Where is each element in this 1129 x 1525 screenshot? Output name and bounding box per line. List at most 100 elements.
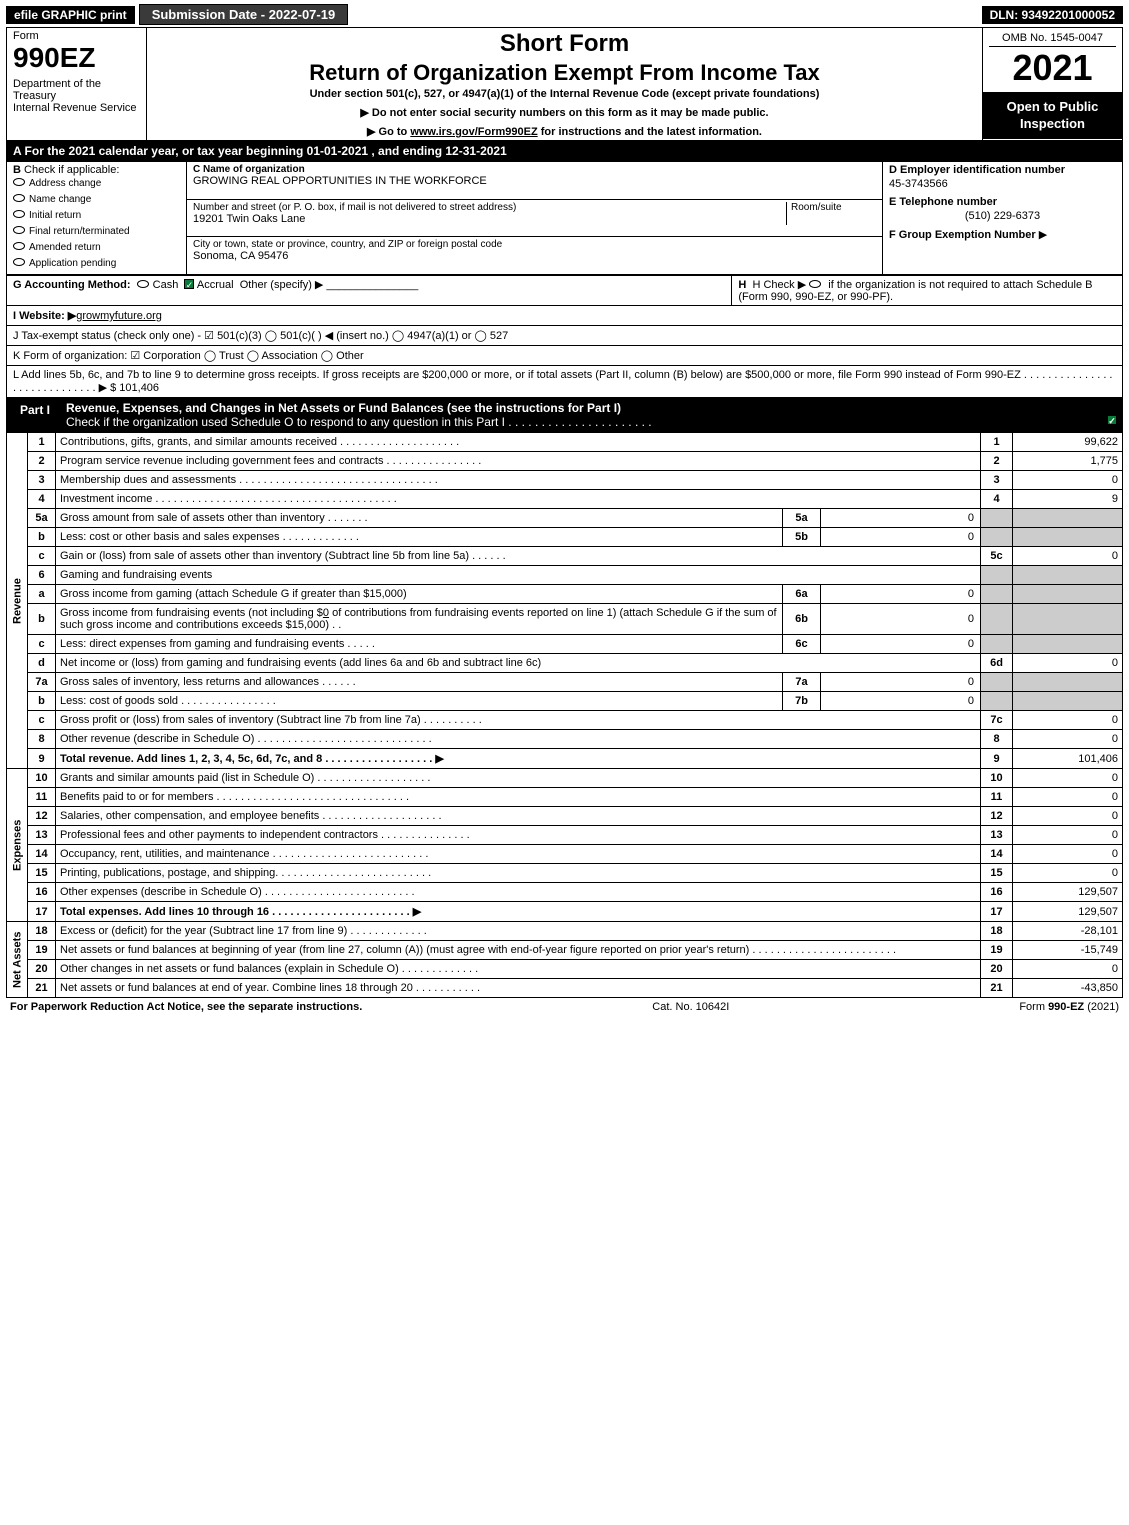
line-3-amt: 0 — [1013, 471, 1123, 490]
expenses-rot: Expenses — [7, 769, 28, 922]
line-5c-desc: Gain or (loss) from sale of assets other… — [56, 547, 981, 566]
line-7c-desc: Gross profit or (loss) from sales of inv… — [56, 711, 981, 730]
phone: (510) 229-6373 — [889, 210, 1116, 222]
org-name: GROWING REAL OPPORTUNITIES IN THE WORKFO… — [193, 175, 876, 187]
form-cell: Form 990EZ Department of the Treasury In… — [7, 28, 147, 141]
line-16-desc: Other expenses (describe in Schedule O) … — [56, 883, 981, 902]
b-opt-0[interactable]: Address change — [13, 176, 180, 192]
oval-icon — [13, 258, 25, 266]
line-14-desc: Occupancy, rent, utilities, and maintena… — [56, 845, 981, 864]
line-8-desc: Other revenue (describe in Schedule O) .… — [56, 730, 981, 749]
checkbox-checked-icon[interactable]: ✓ — [184, 279, 194, 289]
org-street-cell: Number and street (or P. O. box, if mail… — [187, 199, 883, 237]
line-6d-amt: 0 — [1013, 654, 1123, 673]
org-street: 19201 Twin Oaks Lane — [193, 213, 786, 225]
line-5b-desc: Less: cost or other basis and sales expe… — [56, 528, 783, 547]
instr2: ▶ Go to www.irs.gov/Form990EZ for instru… — [153, 125, 976, 138]
short-form: Short Form — [153, 30, 976, 58]
line-2-amt: 1,775 — [1013, 452, 1123, 471]
b-label: B — [13, 164, 21, 176]
line-19-amt: -15,749 — [1013, 941, 1123, 960]
open-to-cell: Open to Public Inspection — [983, 93, 1123, 141]
b-opt-1[interactable]: Name change — [13, 192, 180, 208]
part1-label: Part I — [12, 401, 58, 429]
line-8-amt: 0 — [1013, 730, 1123, 749]
section-g: G Accounting Method: Cash ✓ Accrual Othe… — [7, 276, 732, 306]
website-link[interactable]: growmyfuture.org — [76, 310, 162, 322]
return-title: Return of Organization Exempt From Incom… — [153, 60, 976, 86]
b-opt-4[interactable]: Amended return — [13, 240, 180, 256]
line-17-amt: 129,507 — [1013, 902, 1123, 922]
line-7b-desc: Less: cost of goods sold . . . . . . . .… — [56, 692, 783, 711]
l-amount: 101,406 — [119, 382, 159, 394]
b-opt-5[interactable]: Application pending — [13, 256, 180, 272]
line-2-desc: Program service revenue including govern… — [56, 452, 981, 471]
omb: OMB No. 1545-0047 — [989, 30, 1116, 47]
line-1-amt: 99,622 — [1013, 433, 1123, 452]
oval-icon — [13, 226, 25, 234]
g-other: Other (specify) ▶ — [240, 279, 324, 291]
line-13-desc: Professional fees and other payments to … — [56, 826, 981, 845]
top-bar-left: efile GRAPHIC print Submission Date - 20… — [6, 4, 348, 25]
line-7c-amt: 0 — [1013, 711, 1123, 730]
tax-year: 2021 — [989, 47, 1116, 89]
instr2-pre: ▶ Go to — [367, 126, 410, 138]
g-accrual: Accrual — [197, 279, 234, 291]
top-bar: efile GRAPHIC print Submission Date - 20… — [6, 4, 1123, 25]
line-20-desc: Other changes in net assets or fund bala… — [56, 960, 981, 979]
ein: 45-3743566 — [889, 178, 1116, 190]
part1-header: Part I Revenue, Expenses, and Changes in… — [6, 398, 1123, 432]
org-name-cell: C Name of organization GROWING REAL OPPO… — [187, 162, 883, 200]
line-6b-amt: 0 — [821, 604, 981, 635]
i-pre: I Website: ▶ — [13, 310, 76, 322]
footer-right: Form 990-EZ (2021) — [1019, 1001, 1119, 1013]
open-to-public: Open to Public Inspection — [983, 93, 1122, 139]
form-label: Form — [13, 30, 140, 42]
footer: For Paperwork Reduction Act Notice, see … — [6, 998, 1123, 1016]
netassets-rot: Net Assets — [7, 922, 28, 998]
line-15-amt: 0 — [1013, 864, 1123, 883]
form-number: 990EZ — [13, 42, 140, 74]
line-17-desc: Total expenses. Add lines 10 through 16 … — [56, 902, 981, 922]
b-opt-3[interactable]: Final return/terminated — [13, 224, 180, 240]
checkbox-checked-icon[interactable]: ✓ — [1107, 415, 1117, 425]
org-city-cell: City or town, state or province, country… — [187, 237, 883, 275]
info-table: B Check if applicable: Address change Na… — [6, 161, 1123, 275]
line-10-amt: 0 — [1013, 769, 1123, 788]
form-header: Form 990EZ Department of the Treasury In… — [6, 27, 1123, 141]
h-pre: H Check ▶ — [752, 279, 809, 291]
line-3-desc: Membership dues and assessments . . . . … — [56, 471, 981, 490]
dept: Department of the Treasury Internal Reve… — [13, 74, 140, 114]
line-5b-amt: 0 — [821, 528, 981, 547]
instr2-post: for instructions and the latest informat… — [538, 126, 762, 138]
line-4-desc: Investment income . . . . . . . . . . . … — [56, 490, 981, 509]
line-11-amt: 0 — [1013, 788, 1123, 807]
oval-icon[interactable] — [137, 280, 149, 288]
oval-icon[interactable] — [809, 280, 821, 288]
section-h: H H Check ▶ if the organization is not r… — [732, 276, 1123, 306]
triangle-icon: ▶ — [1039, 229, 1047, 241]
line-6-desc: Gaming and fundraising events — [56, 566, 981, 585]
line-12-amt: 0 — [1013, 807, 1123, 826]
title-cell: Short Form Return of Organization Exempt… — [147, 28, 983, 141]
line-1-desc: Contributions, gifts, grants, and simila… — [56, 433, 981, 452]
line-1-box: 1 — [981, 433, 1013, 452]
section-a: A For the 2021 calendar year, or tax yea… — [6, 141, 1123, 161]
irs-link[interactable]: www.irs.gov/Form990EZ — [410, 126, 537, 138]
b-opt-2[interactable]: Initial return — [13, 208, 180, 224]
line-6a-desc: Gross income from gaming (attach Schedul… — [56, 585, 783, 604]
section-k: K Form of organization: ☑ Corporation ◯ … — [6, 346, 1123, 366]
right-info: D Employer identification number 45-3743… — [883, 162, 1123, 275]
line-12-desc: Salaries, other compensation, and employ… — [56, 807, 981, 826]
line-21-desc: Net assets or fund balances at end of ye… — [56, 979, 981, 998]
line-7a-desc: Gross sales of inventory, less returns a… — [56, 673, 783, 692]
section-l: L Add lines 5b, 6c, and 7b to line 9 to … — [6, 366, 1123, 398]
section-j: J Tax-exempt status (check only one) - ☑… — [6, 326, 1123, 346]
gh-table: G Accounting Method: Cash ✓ Accrual Othe… — [6, 275, 1123, 306]
line-15-desc: Printing, publications, postage, and shi… — [56, 864, 981, 883]
line-6b-desc: Gross income from fundraising events (no… — [56, 604, 783, 635]
line-6c-amt: 0 — [821, 635, 981, 654]
line-14-amt: 0 — [1013, 845, 1123, 864]
efile-label: efile GRAPHIC print — [6, 6, 135, 24]
revenue-rot: Revenue — [7, 433, 28, 769]
